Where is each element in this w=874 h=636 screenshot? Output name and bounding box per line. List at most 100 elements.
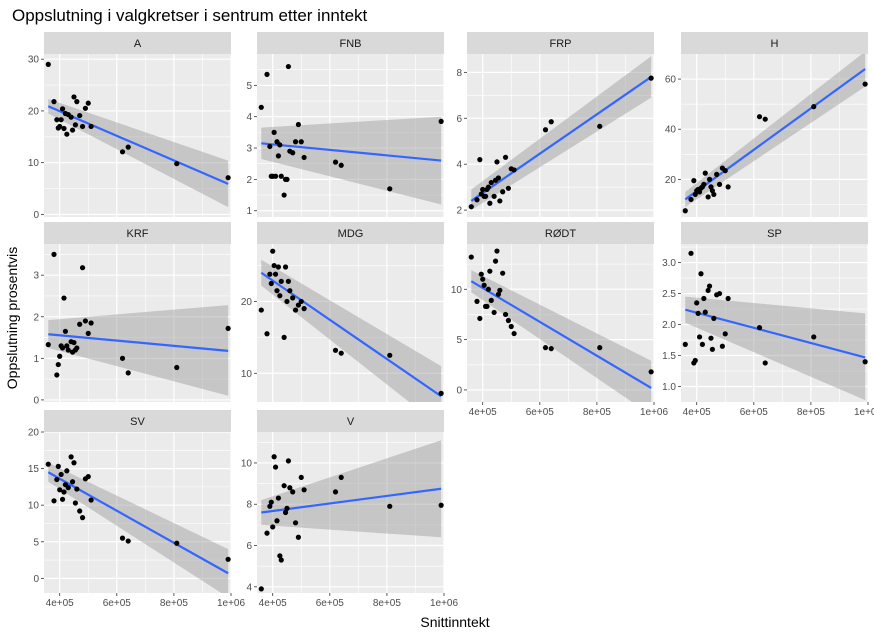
x-tick-label: 4e+05: [46, 598, 75, 609]
data-point: [62, 328, 69, 334]
regression-line: [47, 105, 229, 185]
data-point: [492, 258, 499, 264]
facet-panel-a: A 0 10 20 30: [28, 32, 231, 221]
data-point: [474, 298, 480, 304]
data-point: [57, 487, 63, 493]
panel-plot-area: [257, 432, 444, 593]
regression-line: [470, 280, 652, 389]
data-point: [59, 345, 66, 351]
panel-background: [44, 54, 231, 217]
y-tick-label: 3.0: [662, 258, 676, 269]
chart-title: Oppslutning i valgkretser i sentrum ette…: [12, 6, 368, 25]
data-point: [696, 334, 703, 340]
x-tick-label: 6e+05: [316, 598, 345, 609]
y-tick-label: 40: [665, 125, 677, 136]
data-point: [292, 520, 299, 526]
data-point: [688, 250, 694, 256]
data-point: [68, 114, 74, 120]
data-point: [282, 509, 289, 516]
data-point: [65, 485, 71, 491]
confidence-ribbon: [48, 305, 229, 396]
data-point: [756, 114, 763, 120]
data-point: [298, 474, 304, 481]
data-point: [51, 498, 57, 504]
data-point: [267, 143, 273, 150]
data-point: [295, 534, 301, 540]
data-point: [77, 112, 83, 119]
data-point: [511, 330, 517, 337]
facet-panel-krf: KRF 0 1 2 3: [33, 222, 231, 406]
data-point: [301, 487, 307, 493]
y-tick-label: 10: [28, 501, 40, 512]
confidence-ribbon: [685, 54, 866, 207]
panel-plot-area: [681, 54, 868, 217]
data-point: [468, 254, 474, 260]
data-point: [487, 268, 493, 274]
x-tick-label: 1e+06: [217, 598, 246, 609]
data-point: [477, 315, 483, 322]
facet-panel-fnb: FNB 1 2 3 4 5: [246, 32, 444, 217]
y-tick-label: 5: [246, 81, 252, 92]
data-point: [709, 346, 716, 352]
data-point: [290, 489, 296, 495]
data-point: [71, 94, 77, 100]
data-point: [284, 505, 290, 511]
data-point: [500, 189, 506, 195]
data-point: [270, 524, 276, 530]
data-point: [45, 342, 51, 348]
data-point: [548, 119, 554, 125]
data-point: [491, 193, 497, 199]
facet-strip: [467, 222, 654, 244]
data-point: [74, 486, 80, 492]
data-point: [284, 298, 290, 305]
y-tick-label: 2: [33, 312, 39, 323]
data-point: [119, 355, 126, 361]
data-point: [705, 287, 711, 294]
data-point: [82, 105, 88, 111]
data-point: [54, 372, 60, 378]
data-point: [482, 193, 489, 199]
data-point: [258, 104, 264, 110]
data-point: [285, 458, 292, 464]
data-point: [267, 503, 273, 509]
facet-strip: [681, 222, 868, 244]
facet-strip: [44, 32, 231, 54]
data-point: [65, 347, 71, 353]
data-point: [648, 75, 654, 81]
data-point: [88, 320, 94, 326]
data-point: [811, 334, 817, 340]
data-point: [284, 176, 290, 182]
y-tick-label: 1.5: [662, 351, 676, 362]
data-point: [438, 118, 444, 124]
data-point: [71, 339, 77, 346]
data-point: [725, 184, 731, 190]
data-point: [72, 500, 79, 506]
panel-plot-area: [44, 244, 231, 402]
data-point: [74, 99, 80, 105]
data-point: [264, 530, 270, 536]
y-tick-label: 0: [33, 395, 39, 406]
data-point: [811, 104, 817, 110]
data-point: [85, 100, 91, 106]
data-point: [268, 280, 274, 287]
data-point: [68, 454, 74, 460]
data-point: [277, 553, 283, 559]
data-point: [338, 474, 344, 481]
data-point: [71, 460, 77, 466]
data-point: [57, 353, 63, 359]
data-point: [542, 127, 549, 133]
y-tick-label: 30: [28, 55, 40, 66]
data-point: [267, 271, 273, 277]
data-point: [494, 159, 500, 165]
data-point: [332, 159, 339, 165]
data-point: [79, 515, 86, 521]
regression-line: [261, 487, 442, 514]
confidence-ribbon: [471, 56, 652, 211]
facet-panel-rødt: RØDT 0 5 10 4e+05 6e+05 8e+05 1e+06: [451, 222, 668, 418]
x-tick-label: 8e+05: [797, 407, 826, 418]
data-point: [699, 341, 706, 347]
data-point: [119, 535, 126, 541]
data-point: [716, 290, 723, 297]
data-point: [264, 331, 270, 337]
data-point: [72, 122, 79, 128]
